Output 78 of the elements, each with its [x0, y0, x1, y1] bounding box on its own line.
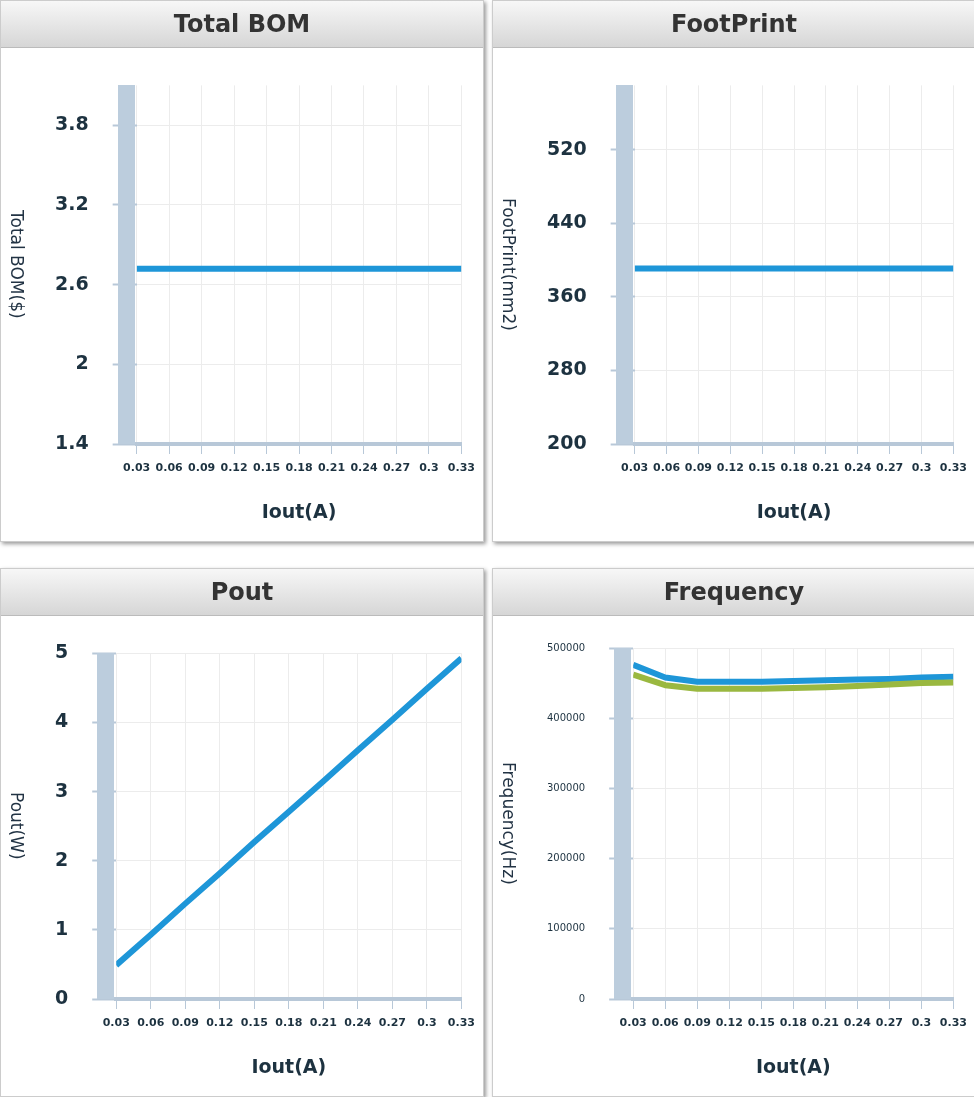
y-axis-title: Total BOM($): [7, 209, 27, 321]
y-tick-label: 300000: [546, 781, 586, 793]
y-tick-label: 400000: [546, 711, 586, 723]
x-tick-label: 0.18: [779, 1016, 807, 1030]
x-tick-label: 0.3: [417, 1016, 437, 1030]
x-axis-title: Iout(A): [755, 1054, 831, 1077]
x-tick-label: 0.12: [716, 461, 744, 475]
x-tick-label: 0.33: [939, 1016, 967, 1030]
y-tick-label: 200: [546, 430, 587, 453]
x-tick-label: 0.15: [240, 1016, 268, 1030]
y-axis-title: FootPrint(mm2): [499, 197, 519, 334]
x-tick-label: 0.06: [155, 461, 184, 475]
x-tick-label: 0.3: [911, 1016, 932, 1030]
x-tick-label: 0.21: [317, 461, 346, 475]
y-tick-label: 1.4: [54, 430, 89, 453]
y-tick-label: 360: [546, 283, 587, 306]
y-tick-label: 2: [54, 847, 69, 870]
y-tick-label: 3: [54, 778, 69, 801]
x-tick-label: 0.12: [206, 1016, 234, 1030]
x-tick-label: 0.27: [378, 1016, 406, 1030]
x-axis-title: Iout(A): [251, 1054, 327, 1077]
x-tick-label: 0.18: [275, 1016, 303, 1030]
x-tick-label: 0.15: [253, 461, 281, 475]
x-tick-label: 0.12: [220, 461, 248, 475]
chart-title: Pout: [1, 569, 483, 616]
x-tick-label: 0.12: [715, 1016, 743, 1030]
y-tick-label: 1: [54, 916, 69, 939]
x-tick-label: 0.24: [350, 461, 378, 475]
x-tick-label: 0.03: [102, 1016, 130, 1030]
x-axis-title: Iout(A): [756, 499, 832, 522]
y-tick-label: 500000: [546, 641, 586, 653]
y-tick-label: 5: [54, 640, 69, 663]
x-tick-label: 0.18: [285, 461, 313, 475]
x-tick-label: 0.09: [684, 461, 712, 475]
y-tick-label: 440: [546, 210, 587, 233]
x-tick-label: 0.03: [123, 461, 151, 475]
x-axis-title: Iout(A): [261, 499, 337, 522]
x-tick-label: 0.06: [651, 1016, 680, 1030]
chart-title: FootPrint: [493, 1, 974, 48]
x-tick-label: 0.06: [137, 1016, 165, 1030]
x-tick-label: 0.15: [747, 1016, 775, 1030]
x-tick-label: 0.33: [447, 1016, 475, 1030]
x-tick-label: 0.03: [621, 461, 649, 475]
y-axis-title: Pout(W): [7, 791, 27, 862]
x-tick-label: 0.3: [911, 461, 932, 475]
y-tick-label: 2: [75, 351, 89, 374]
x-tick-label: 0.27: [875, 1016, 903, 1030]
y-axis-title: Frequency(Hz): [499, 761, 519, 887]
x-tick-label: 0.33: [447, 461, 475, 475]
x-tick-label: 0.09: [171, 1016, 199, 1030]
y-tick-label: 4: [54, 709, 69, 732]
chart-title: Total BOM: [1, 1, 483, 48]
x-tick-label: 0.18: [780, 461, 808, 475]
y-tick-label: 3.2: [54, 191, 89, 214]
x-tick-label: 0.24: [844, 461, 872, 475]
x-tick-label: 0.3: [419, 461, 439, 475]
y-tick-label: 0: [54, 985, 69, 1008]
x-tick-label: 0.24: [344, 1016, 372, 1030]
x-tick-label: 0.27: [382, 461, 411, 475]
x-tick-label: 0.15: [748, 461, 776, 475]
y-tick-label: 520: [546, 136, 587, 159]
x-tick-label: 0.06: [652, 461, 681, 475]
y-tick-label: 100000: [546, 922, 586, 934]
x-tick-label: 0.03: [619, 1016, 647, 1030]
x-tick-label: 0.09: [683, 1016, 711, 1030]
x-tick-label: 0.21: [811, 1016, 839, 1030]
x-tick-label: 0.09: [188, 461, 216, 475]
y-tick-label: 3.8: [54, 112, 89, 135]
x-tick-label: 0.21: [812, 461, 840, 475]
y-tick-label: 200000: [546, 852, 586, 864]
x-tick-label: 0.27: [876, 461, 904, 475]
x-tick-label: 0.24: [843, 1016, 872, 1030]
y-tick-label: 280: [546, 357, 587, 380]
chart-title: Frequency: [493, 569, 974, 616]
y-tick-label: 2.6: [54, 271, 89, 294]
y-tick-label: 0: [578, 992, 586, 1004]
x-tick-label: 0.21: [309, 1016, 337, 1030]
x-tick-label: 0.33: [939, 461, 967, 475]
